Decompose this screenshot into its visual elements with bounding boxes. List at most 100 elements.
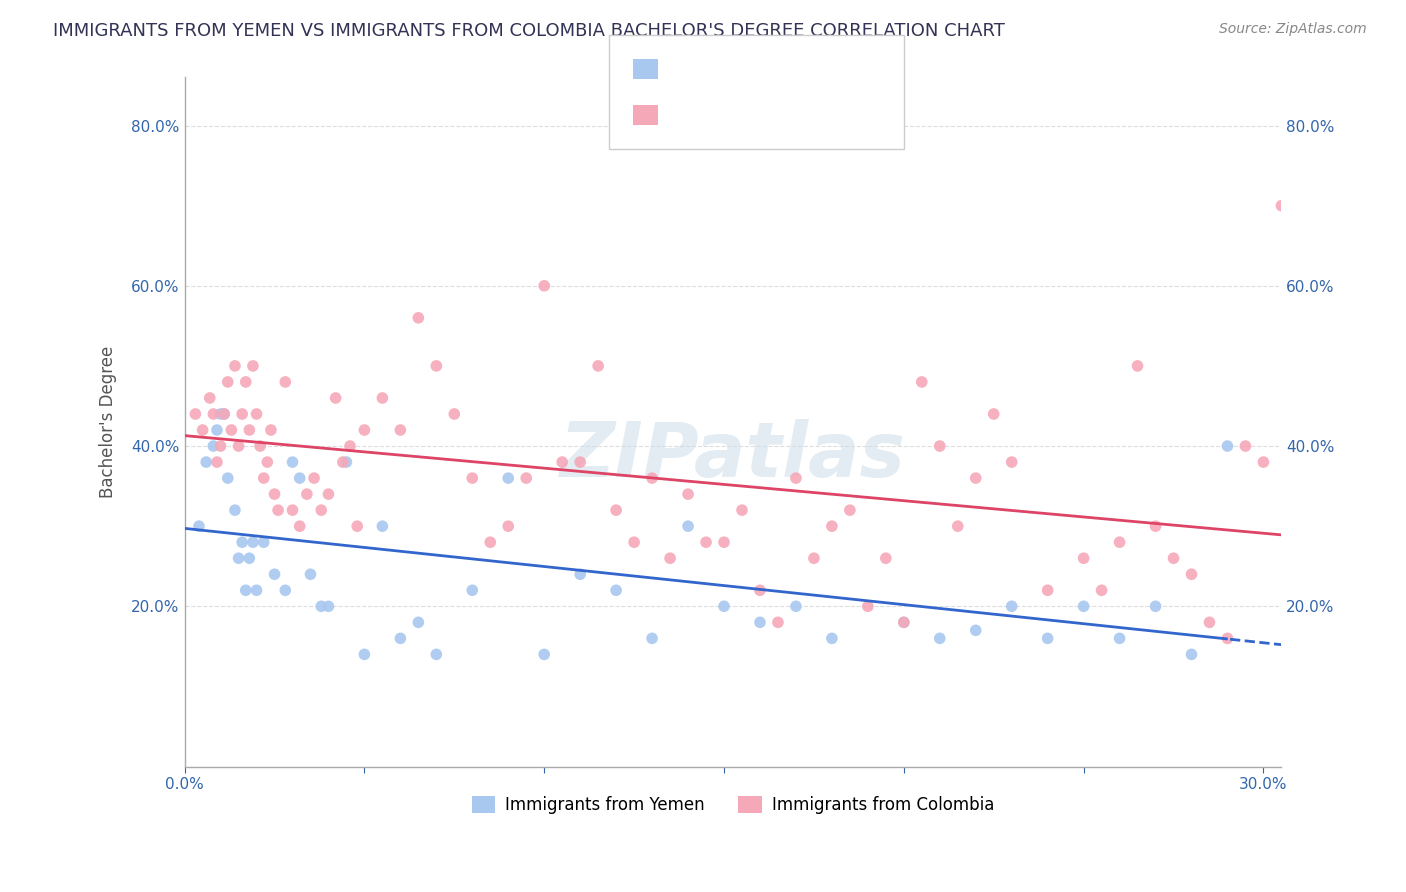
Point (911, 375, 934, 389)
Point (569, 567, 592, 582)
Point (260, 423, 283, 437)
Point (1126, 359, 1149, 373)
Point (803, 551, 825, 566)
Point (371, 391, 394, 405)
Point (408, 310, 430, 325)
Point (1001, 599, 1024, 614)
Point (586, 359, 609, 373)
Text: N =: N = (770, 62, 804, 76)
Point (389, 632, 412, 646)
Point (1036, 632, 1059, 646)
Point (188, 519, 211, 533)
Point (242, 535, 264, 549)
Point (533, 648, 555, 662)
Point (253, 471, 276, 485)
Point (231, 535, 253, 549)
Text: 83: 83 (806, 108, 827, 122)
Point (676, 519, 699, 533)
Point (238, 551, 260, 566)
Point (235, 583, 257, 598)
Point (325, 391, 347, 405)
Point (353, 648, 375, 662)
Point (371, 519, 394, 533)
Point (875, 551, 897, 566)
Point (191, 423, 214, 437)
Point (893, 615, 915, 630)
Point (217, 471, 239, 485)
Point (288, 471, 311, 485)
Point (205, 423, 228, 437)
Point (288, 519, 311, 533)
Point (318, 487, 340, 501)
Point (209, 439, 232, 453)
Point (221, 423, 243, 437)
Point (496, 519, 519, 533)
Point (299, 567, 322, 582)
Point (238, 423, 260, 437)
Point (209, 407, 232, 421)
Point (425, 359, 447, 373)
Point (749, 583, 772, 598)
Text: R =: R = (669, 62, 703, 76)
Text: N =: N = (770, 108, 804, 122)
Point (281, 503, 304, 517)
Point (263, 567, 285, 582)
Point (281, 455, 304, 469)
Point (309, 599, 332, 614)
Point (946, 519, 969, 533)
Point (224, 503, 246, 517)
Text: R =: R = (669, 108, 703, 122)
Point (202, 407, 225, 421)
Point (318, 599, 340, 614)
Point (461, 583, 484, 598)
Point (228, 439, 250, 453)
Point (1180, 567, 1202, 582)
Point (263, 487, 285, 501)
Point (983, 407, 1005, 421)
Point (856, 599, 879, 614)
Point (821, 632, 844, 646)
Point (245, 583, 267, 598)
Point (1073, 551, 1095, 566)
Text: -0.208: -0.208 (704, 108, 759, 122)
Point (659, 551, 682, 566)
Point (893, 615, 915, 630)
Text: 49: 49 (806, 62, 827, 76)
Point (1036, 583, 1059, 598)
Point (353, 423, 375, 437)
Point (309, 503, 332, 517)
Point (249, 439, 271, 453)
Point (235, 375, 257, 389)
Point (965, 624, 987, 638)
Point (605, 503, 627, 517)
Point (339, 439, 361, 453)
Point (641, 632, 664, 646)
Point (228, 551, 250, 566)
Text: ZIPatlas: ZIPatlas (560, 419, 905, 493)
Text: -0.290: -0.290 (704, 62, 759, 76)
Point (245, 407, 267, 421)
Point (184, 407, 207, 421)
Point (267, 503, 290, 517)
Point (785, 599, 807, 614)
Point (1198, 615, 1220, 630)
Point (231, 407, 253, 421)
Point (205, 455, 228, 469)
Point (785, 471, 807, 485)
Point (1216, 439, 1239, 453)
Point (623, 535, 645, 549)
Point (838, 503, 860, 517)
Point (569, 455, 592, 469)
Point (253, 535, 276, 549)
Point (515, 471, 537, 485)
Point (346, 519, 368, 533)
Point (928, 439, 950, 453)
Point (202, 439, 225, 453)
Point (749, 615, 772, 630)
Point (195, 455, 218, 469)
Point (1108, 535, 1130, 549)
Point (965, 471, 987, 485)
Point (1216, 632, 1239, 646)
Point (1073, 599, 1095, 614)
Point (198, 391, 221, 405)
